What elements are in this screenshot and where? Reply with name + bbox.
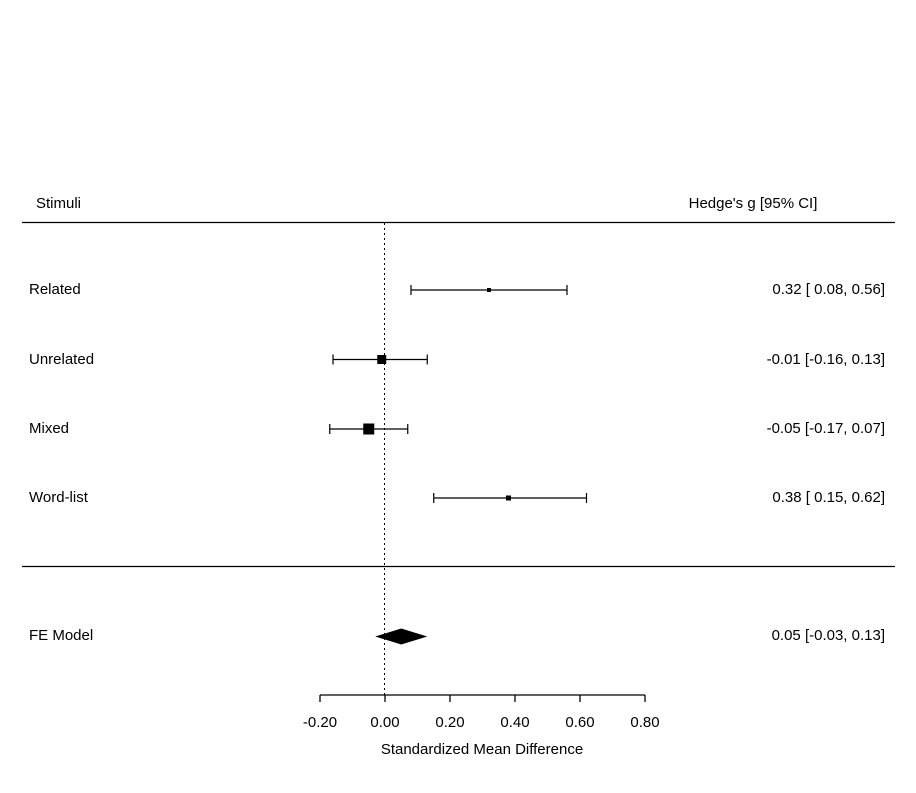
point-estimate-marker — [487, 288, 491, 292]
column-header-stimuli: Stimuli — [36, 195, 82, 212]
x-tick-label: 0.40 — [500, 714, 530, 731]
point-estimate-marker — [363, 423, 375, 435]
row-label: Related — [29, 281, 81, 298]
x-tick-label: -0.20 — [302, 714, 338, 731]
x-tick-label: 0.00 — [370, 714, 400, 731]
point-estimate-marker — [506, 495, 511, 501]
row-annotation: -0.05 [-0.17, 0.07] — [766, 420, 885, 437]
point-estimate-marker — [377, 355, 387, 364]
row-label: Unrelated — [29, 350, 95, 368]
x-tick-label: 0.20 — [435, 714, 465, 731]
x-tick-label: 0.60 — [565, 714, 595, 731]
row-annotation: 0.38 [ 0.15, 0.62] — [772, 489, 885, 506]
x-axis-title: Standardized Mean Difference — [380, 741, 584, 758]
row-annotation: 0.32 [ 0.08, 0.56] — [772, 281, 885, 298]
row-annotation: -0.01 [-0.16, 0.13] — [766, 350, 885, 368]
column-header-effect: Hedge's g [95% CI] — [688, 195, 818, 212]
x-tick-label: 0.80 — [630, 714, 660, 731]
summary-annotation: 0.05 [-0.03, 0.13] — [771, 627, 885, 644]
row-label: Word-list — [29, 489, 88, 506]
summary-label: FE Model — [29, 627, 94, 644]
row-label: Mixed — [29, 420, 70, 437]
summary-diamond — [375, 628, 428, 645]
